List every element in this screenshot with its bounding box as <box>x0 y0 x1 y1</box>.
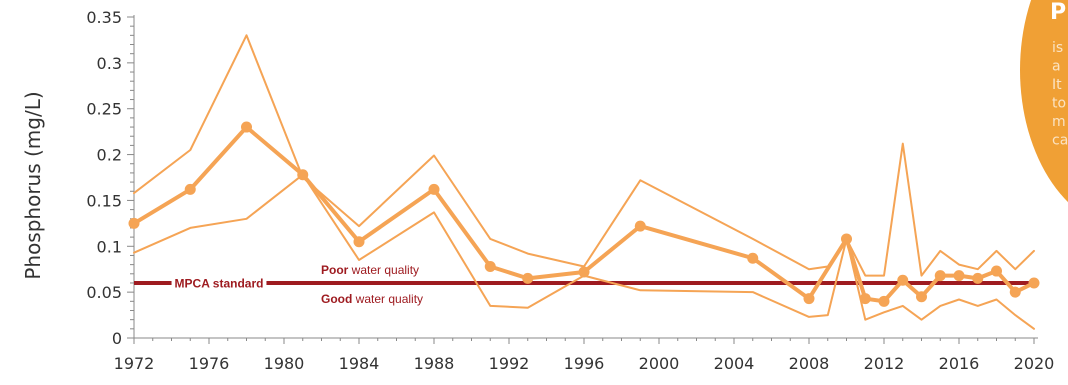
standard-label: MPCA standard <box>175 276 264 290</box>
y-tick-label: 0.15 <box>86 191 122 210</box>
mean-point <box>878 295 890 307</box>
mean-point <box>1009 286 1021 298</box>
info-bubble-line: to <box>1052 96 1066 112</box>
mean-point <box>522 272 534 284</box>
good-quality-label: Good water quality <box>321 292 423 306</box>
mean-point <box>897 274 909 286</box>
info-bubble-line: ca <box>1052 133 1068 149</box>
mean-point <box>634 220 646 232</box>
info-bubble: Pis a It to m ca <box>1020 0 1068 203</box>
info-bubble-line: m <box>1052 114 1066 130</box>
x-tick-label: 1976 <box>189 354 230 373</box>
mean-point <box>241 121 252 133</box>
mean-point <box>953 270 965 282</box>
mean-point <box>747 252 759 264</box>
y-tick-label: 0.2 <box>97 146 122 165</box>
series-line-upper <box>133 34 1035 277</box>
mean-point <box>934 270 946 282</box>
mean-point <box>1028 277 1040 289</box>
mean-point <box>578 266 590 278</box>
info-bubble-heading: P <box>1050 0 1066 25</box>
y-tick-label: 0.25 <box>86 100 122 119</box>
series-line-lower <box>133 173 1035 330</box>
mean-point <box>803 293 815 305</box>
info-bubble-line: a <box>1052 59 1061 75</box>
x-tick-label: 2000 <box>639 354 680 373</box>
y-tick-label: 0.35 <box>86 8 122 27</box>
x-tick-label: 2016 <box>939 354 980 373</box>
mean-point <box>859 293 871 305</box>
series-markers <box>128 121 1040 307</box>
x-tick-label: 1972 <box>114 354 155 373</box>
mean-point <box>297 169 309 181</box>
x-tick-label: 2004 <box>714 354 755 373</box>
x-tick-label: 1996 <box>564 354 605 373</box>
y-tick-label: 0.05 <box>86 283 122 302</box>
mean-point <box>916 291 927 303</box>
mean-point <box>991 265 1002 277</box>
x-tick-label: 2020 <box>1014 354 1055 373</box>
mean-point <box>353 236 365 248</box>
x-tick-label: 2008 <box>789 354 830 373</box>
x-tick-label: 2012 <box>864 354 905 373</box>
mean-point <box>841 233 852 245</box>
x-tick-label: 1984 <box>339 354 380 373</box>
y-tick-label: 0.1 <box>97 237 122 256</box>
mean-point <box>128 217 140 229</box>
y-axis-title: Phosphorus (mg/L) <box>21 91 45 279</box>
y-tick-label: 0 <box>112 329 122 348</box>
mean-point <box>484 260 496 272</box>
mean-point <box>972 272 984 284</box>
mpca-standard: MPCA standard Poor water quality Good wate… <box>134 263 1036 306</box>
y-tick-label: 0.3 <box>97 54 122 73</box>
x-tick-label: 1992 <box>489 354 530 373</box>
x-tick-label: 1988 <box>414 354 455 373</box>
standard-label-bg <box>171 275 267 292</box>
axes <box>127 15 1038 344</box>
mean-point <box>428 183 440 195</box>
info-bubble-shape <box>1020 0 1068 203</box>
poor-quality-label: Poor water quality <box>321 263 419 277</box>
mean-point <box>184 183 196 195</box>
x-tick-label: 1980 <box>264 354 305 373</box>
info-bubble-line: is <box>1052 40 1063 56</box>
info-bubble-line: It <box>1052 77 1062 93</box>
tick-labels: 0 0.05 0.1 0.15 0.2 0.25 0.3 0.35 1972 1976 1980 19… <box>21 8 1054 373</box>
